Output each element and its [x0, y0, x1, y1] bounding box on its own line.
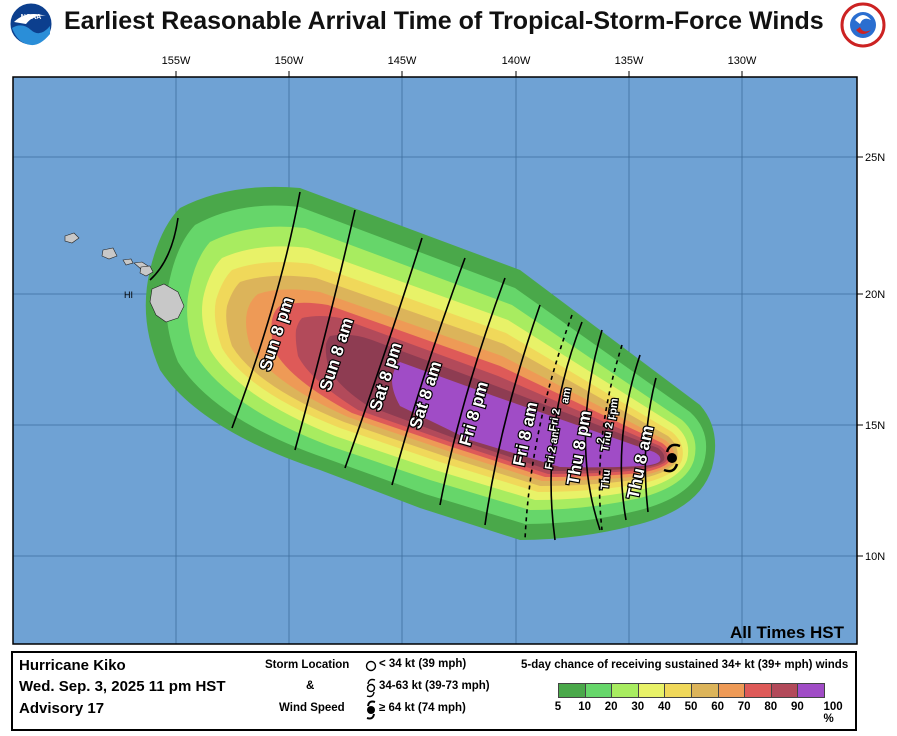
colorbar-swatch	[797, 683, 825, 698]
colorbar-label: 40	[657, 701, 671, 713]
colorbar-label: 30	[631, 701, 645, 713]
colorbar-swatch	[664, 683, 692, 698]
noaa-logo-icon: NOAA	[9, 2, 53, 46]
colorbar-label: 100 %	[823, 701, 843, 725]
colorbar-swatch	[611, 683, 639, 698]
lat-label: 25N	[865, 152, 885, 164]
lon-label: 135W	[615, 55, 644, 67]
colorbar-label: 90	[790, 701, 804, 713]
times-note: All Times HST	[730, 623, 845, 642]
colorbar-swatch	[558, 683, 586, 698]
logos: NOAA	[9, 2, 886, 48]
forecast-map: 155W 150W 145W 140W 135W 130W 25N 20N 15…	[12, 55, 885, 645]
latitude-labels: 25N 20N 15N 10N	[865, 152, 885, 563]
legend-title-wind-speed: Wind Speed	[279, 702, 345, 714]
tick-marks	[175, 71, 863, 557]
colorbar-label: 50	[684, 701, 698, 713]
page-title: Earliest Reasonable Arrival Time of Trop…	[64, 7, 824, 35]
colorbar-label: 70	[737, 701, 751, 713]
tropical-storm-symbol-icon	[366, 678, 376, 698]
lat-label: 15N	[865, 420, 885, 432]
arrival-label: 2	[595, 437, 608, 444]
arrival-label: Thu	[599, 469, 613, 490]
colorbar-label: 10	[578, 701, 591, 713]
svg-text:NOAA: NOAA	[21, 14, 42, 21]
band-100	[392, 362, 661, 468]
arrival-label: Fri 2	[547, 408, 563, 433]
lat-label: 10N	[865, 551, 885, 563]
colorbar-swatch	[584, 683, 613, 698]
lat-label: 20N	[865, 289, 885, 301]
map-frame	[12, 76, 858, 645]
storm-symbol-legend	[365, 660, 377, 720]
lon-label: 140W	[502, 55, 531, 67]
colorbar-title: 5-day chance of receiving sustained 34+ …	[521, 659, 849, 671]
storm-name: Hurricane Kiko	[19, 657, 126, 674]
colorbar-label: 80	[764, 701, 778, 713]
colorbar-label: 60	[711, 701, 724, 713]
lon-label: 130W	[728, 55, 757, 67]
legend-item-low: < 34 kt (39 mph)	[379, 658, 467, 670]
colorbar-swatch	[770, 683, 799, 698]
nws-logo-icon	[840, 2, 886, 48]
probability-swath	[145, 186, 716, 540]
hurricane-symbol-icon	[663, 443, 681, 473]
advisory-datetime: Wed. Sep. 3, 2025 11 pm HST	[19, 678, 226, 695]
longitude-labels: 155W 150W 145W 140W 135W 130W	[162, 55, 757, 67]
arrival-label: pm	[607, 397, 621, 415]
lon-label: 145W	[388, 55, 417, 67]
advisory-number: Advisory 17	[19, 700, 105, 717]
legend-title-ampersand: &	[306, 680, 315, 692]
colorbar-swatch	[717, 683, 746, 698]
lon-label: 155W	[162, 55, 191, 67]
place-label: HI	[124, 290, 133, 300]
colorbar-swatch	[691, 683, 719, 698]
title-bar: NOAA Earliest Reasonable Arrival Time of…	[0, 0, 897, 48]
dashed-isochrones	[524, 314, 623, 541]
colorbar-swatch	[744, 683, 772, 698]
colorbar-label: 5	[554, 701, 562, 713]
arrival-label: am	[559, 387, 574, 405]
low-symbol-icon	[365, 660, 377, 672]
colorbar-swatch	[637, 683, 666, 698]
colorbar-label: 20	[604, 701, 618, 713]
hurricane-legend-icon	[366, 700, 376, 720]
legend-item-hurricane: ≥ 64 kt (74 mph)	[379, 702, 466, 714]
legend-panel: Hurricane Kiko Wed. Sep. 3, 2025 11 pm H…	[11, 651, 857, 731]
legend-title-storm-location: Storm Location	[265, 659, 350, 671]
isochrones	[149, 191, 657, 541]
lon-label: 150W	[275, 55, 304, 67]
hawaiian-islands	[64, 232, 185, 323]
legend-item-tropical-storm: 34-63 kt (39-73 mph)	[379, 680, 490, 692]
